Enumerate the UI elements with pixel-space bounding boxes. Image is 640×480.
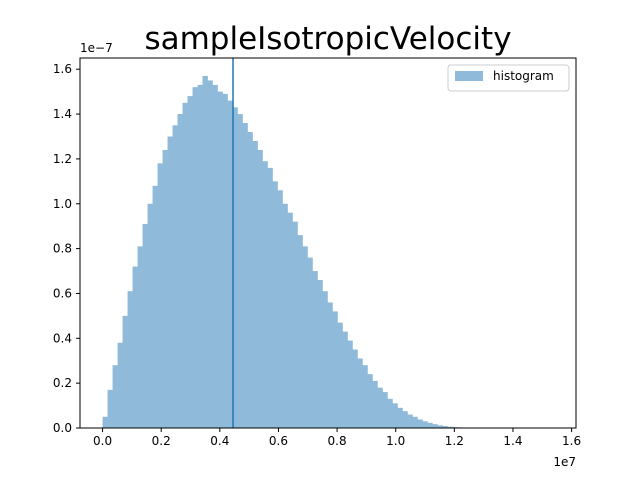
histogram-bar [187, 96, 193, 428]
y-axis-ticks: 0.0 0.2 0.4 0.6 0.8 1.0 1.2 1.4 1.6 [53, 62, 80, 435]
y-tick-label: 1.0 [53, 197, 72, 211]
histogram-bar [282, 203, 288, 428]
legend-swatch [455, 71, 483, 81]
y-tick-label: 0.4 [53, 331, 72, 345]
histogram-bar [302, 246, 308, 428]
y-tick-label: 1.4 [53, 107, 72, 121]
histogram-bar [327, 302, 333, 428]
histogram-bar [212, 84, 218, 428]
histogram-bar [337, 322, 343, 428]
histogram-bar [377, 387, 383, 428]
histogram-bar [422, 421, 428, 428]
x-tick-label: 0.2 [152, 434, 171, 448]
histogram-bar [147, 203, 153, 428]
histogram-bar [207, 80, 213, 428]
histogram-bar [297, 235, 303, 428]
histogram-bar [107, 389, 113, 428]
x-axis-ticks: 0.0 0.2 0.4 0.6 0.8 1.0 1.2 1.4 1.6 [93, 428, 581, 448]
histogram-bar [267, 167, 273, 428]
histogram-bar [172, 125, 178, 428]
histogram-bar [387, 398, 393, 428]
histogram-bar [307, 257, 313, 428]
histogram-bar [317, 280, 323, 428]
y-offset-label: 1e−7 [80, 41, 113, 55]
histogram-bar [157, 163, 163, 429]
chart-title: sampleIsotropicVelocity [144, 21, 511, 57]
bars-group [102, 75, 558, 429]
x-tick-label: 0.6 [269, 434, 288, 448]
histogram-bar [197, 84, 203, 428]
histogram-bar [227, 100, 233, 428]
histogram-bar [352, 349, 358, 428]
histogram-bar [312, 271, 318, 428]
x-tick-label: 0.4 [210, 434, 229, 448]
histogram-bar [342, 331, 348, 428]
histogram-bar [142, 223, 148, 428]
histogram-bar [417, 419, 423, 428]
x-tick-label: 0.8 [328, 434, 347, 448]
plot-frame [79, 57, 577, 429]
histogram-bar [137, 246, 143, 428]
histogram-bar [232, 107, 238, 428]
histogram-bar [392, 403, 398, 428]
histogram-bar [192, 87, 198, 428]
x-tick-label: 1.4 [503, 434, 522, 448]
x-tick-label: 0.0 [93, 434, 112, 448]
histogram-bar [402, 411, 408, 428]
histogram-bar [162, 149, 168, 428]
histogram-bar [257, 149, 263, 428]
histogram-bar [287, 212, 293, 428]
histogram-bar [122, 315, 128, 428]
histogram-bar [442, 425, 448, 428]
y-tick-label: 0.2 [53, 376, 72, 390]
histogram-bar [437, 425, 443, 428]
x-tick-label: 1.0 [386, 434, 405, 448]
histogram-bar [407, 414, 413, 428]
histogram-bar [412, 416, 418, 428]
histogram-bar [372, 380, 378, 428]
histogram-bar [152, 185, 158, 428]
y-tick-label: 0.8 [53, 242, 72, 256]
histogram-bar [447, 426, 453, 428]
histogram-bar [247, 132, 253, 428]
y-tick-label: 0.0 [53, 421, 72, 435]
legend-label: histogram [493, 69, 554, 83]
histogram-bar [182, 102, 188, 429]
legend: histogram [447, 64, 570, 92]
x-offset-label: 1e7 [553, 455, 576, 469]
y-tick-label: 1.6 [53, 62, 72, 76]
histogram-bar [237, 114, 243, 428]
histogram-bar [177, 114, 183, 428]
histogram-bar [272, 181, 278, 428]
histogram-bar [322, 291, 328, 428]
histogram-bar [127, 291, 133, 428]
histogram-bar [242, 123, 248, 428]
histogram-bar [292, 221, 298, 428]
histogram-bar [432, 424, 438, 428]
x-tick-label: 1.2 [445, 434, 464, 448]
histogram-bar [102, 416, 108, 428]
histogram-bar [332, 311, 338, 428]
histogram-bar [132, 266, 138, 428]
histogram-bar [167, 136, 173, 428]
histogram-bar [362, 365, 368, 428]
histogram-bar [367, 374, 373, 428]
histogram-bar [252, 140, 258, 428]
histogram-bar [397, 407, 403, 428]
histogram-bar [222, 93, 228, 428]
histogram-bar [117, 342, 123, 428]
histogram-bar [382, 392, 388, 428]
x-tick-label: 1.6 [562, 434, 581, 448]
histogram-bar [357, 358, 363, 428]
histogram-bar [262, 161, 268, 428]
histogram-bar [277, 190, 283, 428]
histogram-bar [427, 422, 433, 428]
histogram-bar [202, 75, 208, 428]
y-tick-label: 1.2 [53, 152, 72, 166]
histogram-bar [217, 91, 223, 429]
histogram-bar [347, 340, 353, 428]
histogram-bar [112, 365, 118, 428]
y-tick-label: 0.6 [53, 286, 72, 300]
